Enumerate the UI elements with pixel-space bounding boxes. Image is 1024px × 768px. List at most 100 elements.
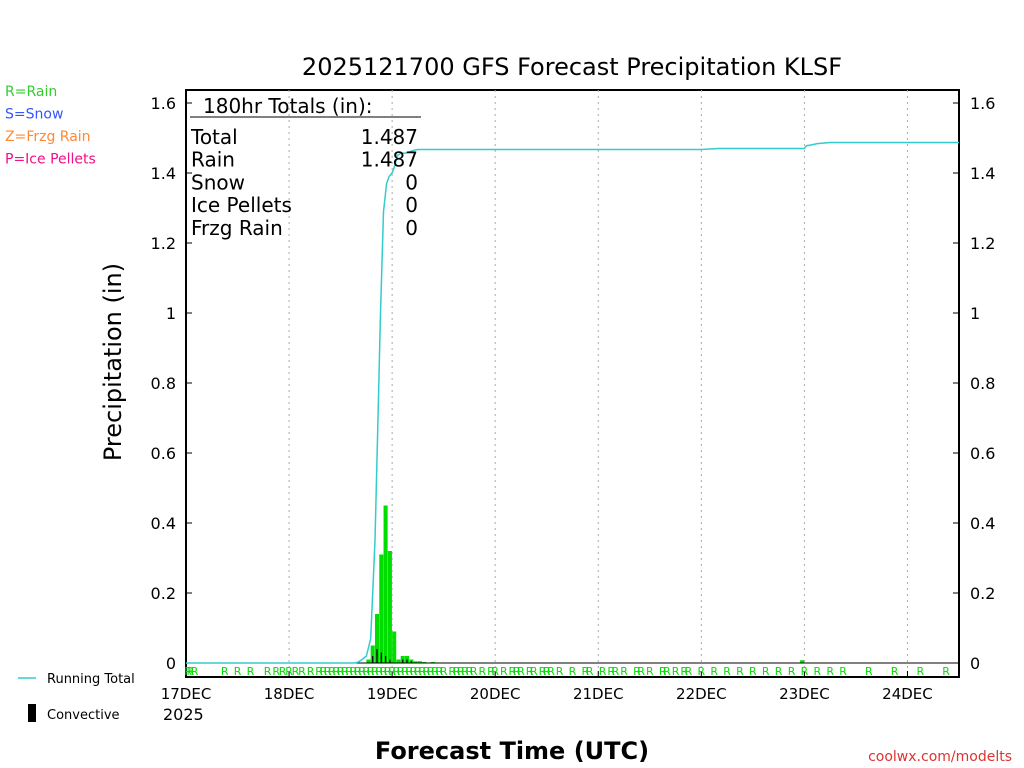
ptype-code: R [298,665,306,678]
ptype-code: R [801,665,809,678]
ptype-code: R [436,665,444,678]
rain-bar [800,660,805,663]
convective-bar [372,656,374,663]
ptype-code: R [917,665,925,678]
ptype-code: R [509,665,517,678]
ptype-code: R [749,665,757,678]
ptype-code: R [337,665,345,678]
convective-bar [402,659,404,663]
convective-bar [376,649,378,663]
x-tick-label: 19DEC [367,685,418,703]
ptype-code: R [453,665,461,678]
convective-bar [389,659,391,663]
ptype-code: R [186,665,194,678]
ptype-code: R [599,665,607,678]
ptype-code: R [526,665,534,678]
ptype-code: R [221,665,229,678]
y-tick-label: 1.2 [970,234,995,253]
chart-title: 2025121700 GFS Forecast Precipitation KL… [302,53,842,81]
y-tick-label: 1 [166,304,176,323]
rain-bar [383,505,388,663]
ptype-code: R [865,665,873,678]
ptype-code: R [547,665,555,678]
x-axis: 17DEC 18DEC 19DEC 20DEC 21DEC 22DEC 23DEC 24DEC [161,671,933,703]
convective-bar [384,656,387,663]
ptype-code: R [762,665,770,678]
totals-row-value: 1.487 [361,125,418,149]
ptype-code: R [363,665,371,678]
ptype-code: R [292,665,300,678]
ptype-code: R [723,665,731,678]
ptype-code: R [393,665,401,678]
ptype-code: R [307,665,315,678]
ptype-code: R [466,665,474,678]
convective-bar [406,659,408,663]
legend-bar-swatch [28,704,36,722]
ptype-code: R [487,665,495,678]
rain-bar [396,659,401,663]
ptype-code: R [380,665,388,678]
ptype-code: R [788,665,796,678]
y-tick-label: 1.6 [151,94,176,113]
ptype-code: R [247,665,255,678]
series-legend-label: Running Total [47,672,135,687]
totals-row-value: 0 [405,193,418,217]
ptype-code: R [410,665,418,678]
ptype-code: R [427,665,435,678]
ptype-code: R [358,665,366,678]
ptype-code: R [530,665,538,678]
convective-bar [410,661,412,663]
ptype-code: R [517,665,525,678]
ptype-code: R [354,665,362,678]
ptype-code: R [813,665,821,678]
y-tick-label: 0.2 [151,584,176,603]
totals-row-value: 0 [405,216,418,240]
y-tick-label: 0.6 [970,444,995,463]
ptype-code: R [234,665,242,678]
ptype-code: R [672,665,680,678]
y-tick-label: 1.2 [151,234,176,253]
totals-row-label: Ice Pellets [191,193,292,217]
ptype-code: R [315,665,323,678]
ptype-code: R [478,665,486,678]
ptype-code: R [397,665,405,678]
rain-bar [387,551,392,663]
ptype-code: R [457,665,465,678]
ptype-code: R [637,665,645,678]
ptype-code: R [607,665,615,678]
totals-header: 180hr Totals (in): [203,94,373,118]
ptype-code: R [350,665,358,678]
ptype-code: R [375,665,383,678]
totals-row-value: 1.487 [361,148,418,172]
y-tick-label: 0 [970,654,980,673]
x-tick-label: 24DEC [882,685,933,703]
ptype-code: R [891,665,899,678]
ptype-code: R [384,665,392,678]
ptype-code: R [341,665,349,678]
ptype-code: R [620,665,628,678]
ptype-legend: R=Rain S=Snow Z=Frzg Rain P=Ice Pellets [5,84,96,168]
ptype-legend-item: R=Rain [5,84,57,100]
ptype-code: R [461,665,469,678]
rain-bar [392,631,397,663]
totals-row-label: Total [190,125,238,149]
x-tick-label: 20DEC [470,685,521,703]
ptype-code: R [500,665,508,678]
ptype-code: R [839,665,847,678]
ptype-code: R [556,665,564,678]
ptype-code: R [418,665,426,678]
ptype-legend-item: P=Ice Pellets [5,152,96,168]
plot-frame [185,89,960,678]
y-tick-label: 0.4 [970,514,995,533]
running-total-line [186,141,959,664]
totals-row-label: Snow [191,170,245,194]
ptype-code: R [431,665,439,678]
ptype-code: R [285,665,293,678]
ptype-code: R [612,665,620,678]
x-tick-label: 22DEC [676,685,727,703]
rain-bar [430,661,435,663]
ptype-code: R [414,665,422,678]
ptype-code: R [491,665,499,678]
